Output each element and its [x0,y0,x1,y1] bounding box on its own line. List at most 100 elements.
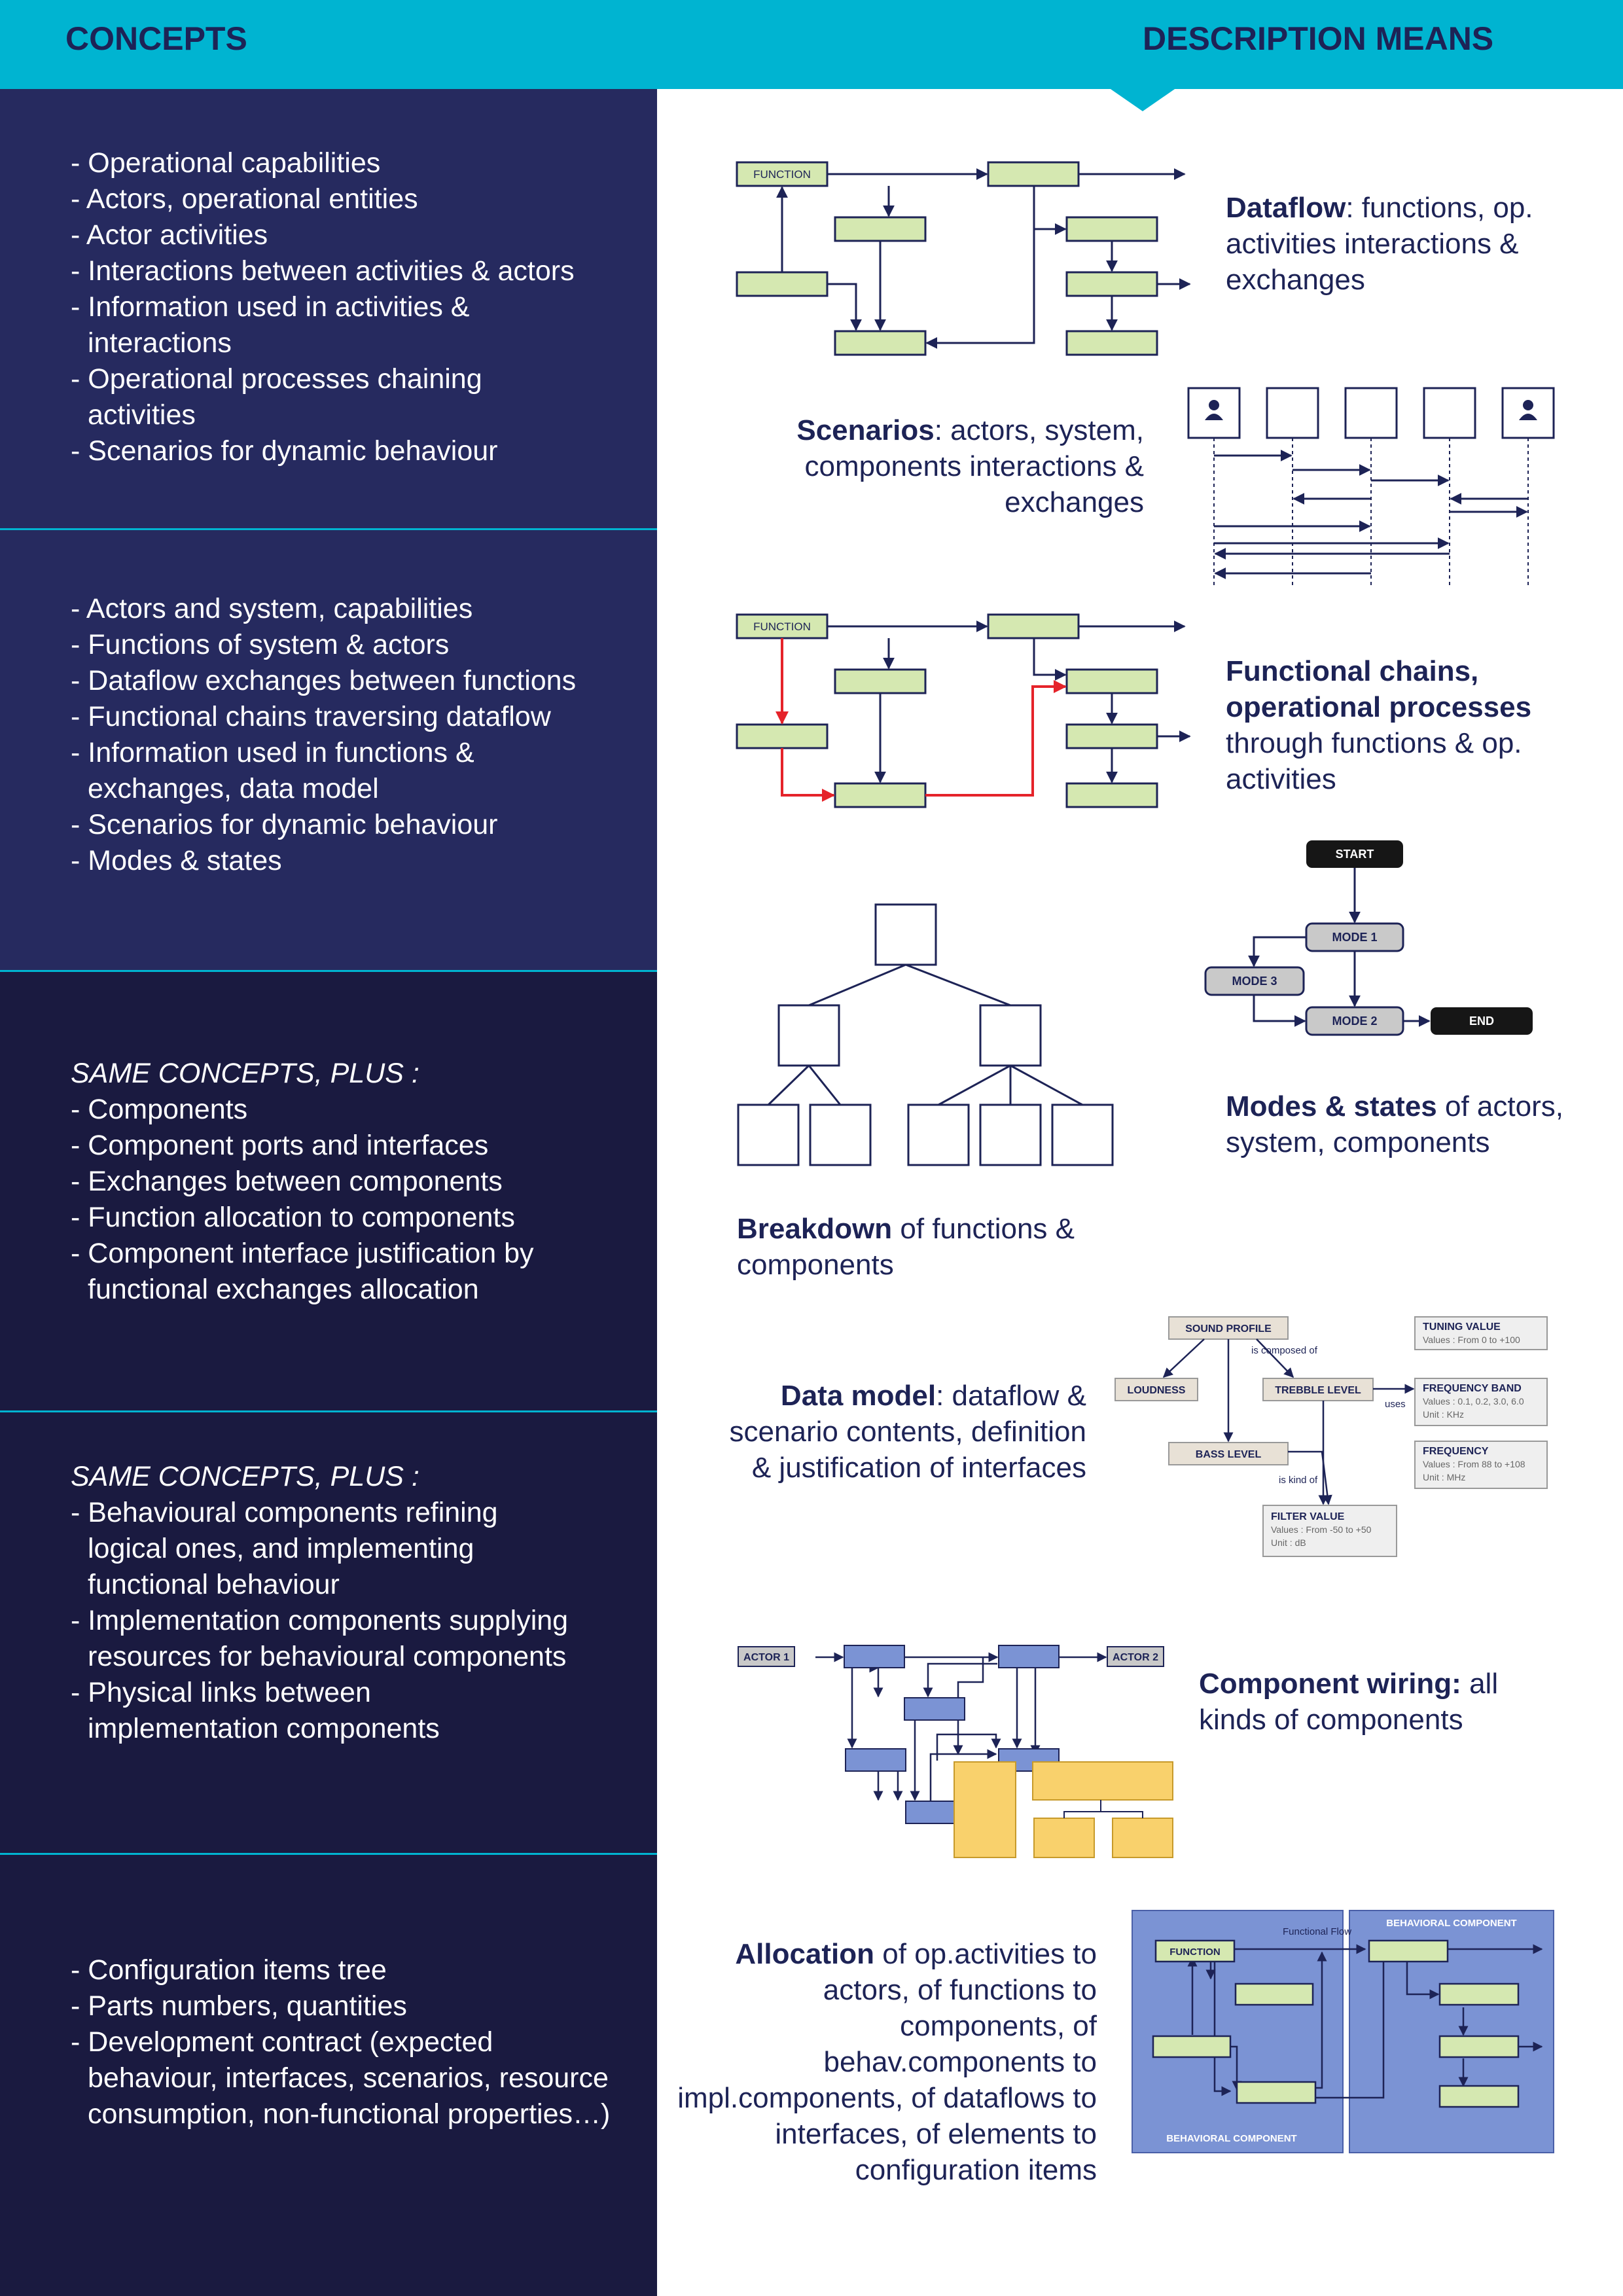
actor1-label: ACTOR 1 [743,1652,789,1663]
actor-box [1107,1646,1164,1667]
band-divider [0,1410,657,1412]
tree-node [874,903,937,966]
behavioral-component-label: BEHAVIORAL COMPONENT [1166,2133,1296,2144]
concept-list-logical: SAME CONCEPTS, PLUS : - Components - Com… [71,1056,647,1308]
component-wiring-description: Component wiring: all kinds of component… [1199,1668,1499,1736]
concept-item: - Physical links between implementation … [71,1677,440,1744]
function-box [987,161,1080,187]
function-box [1065,668,1158,694]
concept-item: - Parts numbers, quantities [71,1990,407,2022]
concept-item: - Actor activities [71,219,268,251]
component-box [904,1697,965,1721]
implementation-component [1032,1761,1173,1801]
function-box [834,782,927,808]
frequency-label: FREQUENCY [1423,1446,1489,1457]
component-box [844,1645,905,1668]
tuning-values-text: Values : From 0 to +100 [1423,1335,1520,1345]
functional-chain-diagram: FUNCTION [736,613,1191,808]
concept-list-epbs: - Configuration items tree - Parts numbe… [71,1952,647,2132]
band-divider [0,970,657,972]
frequency-band-unit-text: Unit : KHz [1423,1409,1464,1420]
concept-item: - Functions of system & actors [71,629,450,660]
class-box [1115,1378,1198,1401]
concept-band-system [0,529,657,971]
class-box [1262,1378,1374,1401]
is-composed-of-label: is composed of [1251,1345,1318,1356]
concept-item: - Implementation components supplying re… [71,1605,569,1672]
functional-chains-description: Functional chains, operational processes… [1226,655,1532,795]
concept-item: - Operational processes chaining activit… [71,363,482,431]
function-box [736,271,829,297]
concept-item: - Development contract (expected behavio… [71,2026,611,2130]
description-means-title: DESCRIPTION MEANS [1143,20,1494,57]
function-box [1154,1939,1236,1963]
tree-node [979,1004,1042,1067]
filter-values-text: Values : From -50 to +50 [1271,1524,1372,1535]
concept-list-physical: SAME CONCEPTS, PLUS : - Behavioural comp… [71,1459,647,1747]
function-box [1438,2035,1520,2058]
band-divider [0,1853,657,1855]
implementation-component [1033,1818,1095,1858]
actor-lifeline-box [1187,387,1241,439]
actor2-label: ACTOR 2 [1113,1652,1158,1663]
user-icon [1205,400,1537,420]
concept-item: - Interactions between activities & acto… [71,255,575,287]
functional-flow-label: Functional Flow [1283,1926,1351,1937]
start-state [1306,840,1403,868]
component-box [845,1748,906,1772]
concept-list-operational: - Operational capabilities - Actors, ope… [71,145,647,469]
function-box [1065,782,1158,808]
concept-item: - Functional chains traversing dataflow [71,701,551,732]
concept-band-operational [0,89,657,529]
tree-node [907,1103,970,1166]
data-model-description: Data model: dataflow & scenario contents… [729,1380,1086,1484]
function-box [1065,723,1158,749]
value-box [1414,1441,1548,1489]
function-box [1234,1982,1314,2006]
tree-node [737,1103,800,1166]
function-box [736,723,829,749]
tree-node [809,1103,872,1166]
trebble-level-label: TREBBLE LEVEL [1275,1385,1361,1396]
allocation-diagram: FUNCTION Functional Flow BEHAVIORAL COMP… [1132,1910,1554,2153]
filter-value-label: FILTER VALUE [1271,1511,1345,1522]
implementation-component [954,1761,1016,1858]
end-state [1431,1007,1533,1035]
data-model-diagram: SOUND PROFILE is composed of LOUDNESS TR… [1115,1316,1548,1557]
concept-item: - Exchanges between components [71,1166,503,1197]
concept-list-system: - Actors and system, capabilities - Func… [71,591,647,879]
concept-item: - Actors, operational entities [71,183,418,215]
concept-item: - Configuration items tree [71,1954,387,1986]
component-box [905,1801,961,1824]
loudness-label: LOUDNESS [1128,1385,1186,1396]
behavioral-component-label: BEHAVIORAL COMPONENT [1386,1918,1516,1929]
concept-item: - Operational capabilities [71,147,381,179]
function-box [1065,330,1158,356]
function-box [1438,2085,1520,2108]
concept-band-epbs [0,1854,657,2296]
value-box [1414,1378,1548,1426]
concept-item: - Scenarios for dynamic behaviour [71,435,498,467]
tree-node [1051,1103,1114,1166]
frequency-band-values-text: Values : 0.1, 0.2, 3.0, 6.0 [1423,1396,1524,1407]
function-label: FUNCTION [753,168,811,181]
function-box [1438,1982,1520,2006]
concept-item: - Information used in functions & exchan… [71,737,474,804]
function-label: FUNCTION [753,620,811,633]
tree-node [777,1004,840,1067]
scenario-diagram [1187,387,1555,588]
value-box [1262,1505,1397,1557]
modes-states-diagram: START MODE 1 MODE 3 MODE 2 END [1204,840,1533,1036]
concept-item: - Information used in activities & inter… [71,291,470,359]
scenarios-description: Scenarios: actors, system, components in… [796,414,1144,518]
functional-chain-path [776,638,1067,802]
header-bar [0,0,1623,89]
description-notch [1109,88,1177,111]
breakdown-tree-diagram [737,903,1114,1166]
lifeline-box [1266,387,1319,439]
concept-item: - Modes & states [71,845,282,876]
concept-item: - Function allocation to components [71,1202,515,1233]
tuning-value-label: TUNING VALUE [1423,1321,1501,1333]
uses-label: uses [1385,1399,1406,1410]
function-label: FUNCTION [1169,1946,1221,1958]
